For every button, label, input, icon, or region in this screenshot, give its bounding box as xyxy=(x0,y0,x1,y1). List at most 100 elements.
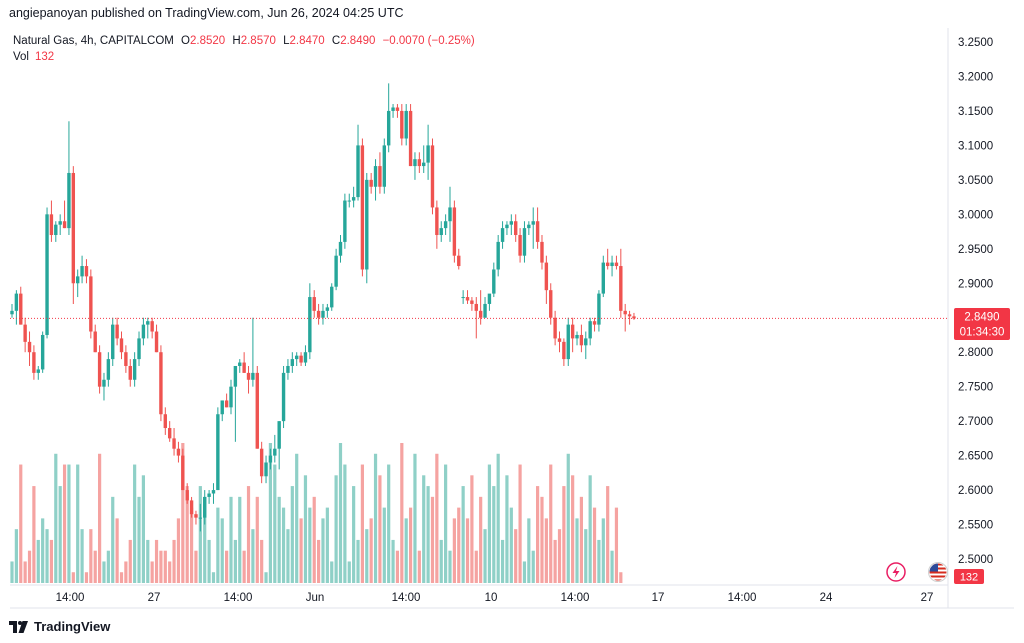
candle xyxy=(312,290,316,318)
time-axis[interactable]: 14:00 27 14:00 Jun 14:00 10 14:00 17 14:00 24 27 xyxy=(56,592,934,604)
candle xyxy=(154,324,159,353)
candle xyxy=(146,317,150,339)
legend-volume-label[interactable]: Vol xyxy=(13,51,29,63)
candle xyxy=(496,235,500,277)
footer-brand[interactable]: TradingView xyxy=(9,619,110,634)
candle xyxy=(356,124,360,201)
candle xyxy=(159,345,163,422)
volume-bar xyxy=(80,529,84,583)
candle xyxy=(347,193,351,208)
candle xyxy=(229,379,233,415)
volume-bar xyxy=(203,496,207,583)
candle xyxy=(93,324,97,353)
candle xyxy=(137,331,141,366)
volume-bar xyxy=(500,539,505,583)
candle xyxy=(242,352,246,373)
y-tick-label: 3.1500 xyxy=(958,106,993,118)
candle xyxy=(426,124,430,180)
lightning-icon[interactable] xyxy=(886,562,906,582)
candle xyxy=(67,121,71,236)
y-tick-label: 3.1000 xyxy=(958,140,993,152)
y-tick-label: 2.5500 xyxy=(958,520,993,532)
candle xyxy=(76,269,80,298)
candle xyxy=(32,345,36,380)
candle xyxy=(128,359,132,387)
volume-bar xyxy=(119,572,124,583)
candle xyxy=(408,104,413,167)
candle xyxy=(281,365,286,429)
y-tick-label: 3.2000 xyxy=(958,71,993,83)
volume-bar xyxy=(172,539,176,583)
volume-bar xyxy=(461,486,465,583)
flag-icon[interactable] xyxy=(928,562,948,582)
volume-bar xyxy=(571,475,575,583)
volume-bar xyxy=(588,475,592,583)
x-tick-label: 14:00 xyxy=(561,592,590,604)
y-tick-label: 3.0500 xyxy=(958,175,993,187)
x-tick-label: 14:00 xyxy=(392,592,421,604)
volume-bar xyxy=(505,475,509,583)
volume-bar xyxy=(606,486,610,583)
volume-bar xyxy=(225,550,229,583)
volume-bar xyxy=(308,507,312,583)
volume-bar xyxy=(492,486,496,583)
legend-change: −0.0070 (−0.25%) xyxy=(382,35,475,47)
candle xyxy=(321,303,325,325)
volume-bar xyxy=(610,550,614,583)
candle xyxy=(203,490,207,525)
volume-bar xyxy=(597,539,601,583)
candle xyxy=(19,286,23,325)
volume-bar xyxy=(601,518,605,583)
candle xyxy=(27,331,32,366)
candle xyxy=(10,303,14,318)
volume-bar xyxy=(181,443,185,583)
candle xyxy=(251,317,255,387)
candle xyxy=(224,393,229,408)
volume-bar xyxy=(522,561,527,583)
volume-bar xyxy=(154,539,159,583)
volume-bar xyxy=(290,486,294,583)
volume-bar xyxy=(102,561,106,583)
volume-bar xyxy=(198,486,202,583)
candle xyxy=(185,483,189,504)
legend-symbol[interactable]: Natural Gas, 4h, CAPITALCOM xyxy=(13,35,174,47)
volume-bar xyxy=(579,496,583,583)
candle xyxy=(54,221,58,242)
volume-bar xyxy=(317,539,321,583)
volume-bar xyxy=(242,550,246,583)
price-axis[interactable]: 3.2500 3.2000 3.1500 3.1000 3.0500 3.0000 2.95… xyxy=(958,37,993,566)
volume-bar xyxy=(111,496,115,583)
volume-bar xyxy=(487,464,492,583)
legend-close-label: C xyxy=(331,35,341,47)
candle xyxy=(614,255,619,270)
price-tag-value: 2.8490 xyxy=(964,312,999,324)
volume-bar xyxy=(67,464,71,583)
candle xyxy=(592,317,597,332)
volume-bar xyxy=(299,518,303,583)
volume-bar xyxy=(400,443,404,583)
candle xyxy=(295,352,299,366)
volume-bar xyxy=(84,572,89,583)
candle xyxy=(207,490,211,504)
candle xyxy=(246,365,251,394)
footer-brand-label: TradingView xyxy=(34,619,111,634)
volume-bar xyxy=(36,539,40,583)
volume-tag-value: 132 xyxy=(960,572,978,584)
volume-bar xyxy=(457,507,461,583)
candle xyxy=(334,248,338,291)
candle xyxy=(386,83,391,153)
candle xyxy=(330,283,334,311)
volume-bar xyxy=(168,561,172,583)
volume-bar xyxy=(58,486,62,583)
volume-bar xyxy=(408,507,413,583)
volume-bar xyxy=(452,518,456,583)
volume-bar xyxy=(10,561,14,583)
y-tick-label: 2.5000 xyxy=(958,554,993,566)
candle xyxy=(623,303,627,332)
candle xyxy=(549,283,553,325)
volume-bar xyxy=(557,529,562,583)
volume-bar xyxy=(338,443,343,583)
candle xyxy=(443,214,448,236)
volume-bar xyxy=(426,486,430,583)
